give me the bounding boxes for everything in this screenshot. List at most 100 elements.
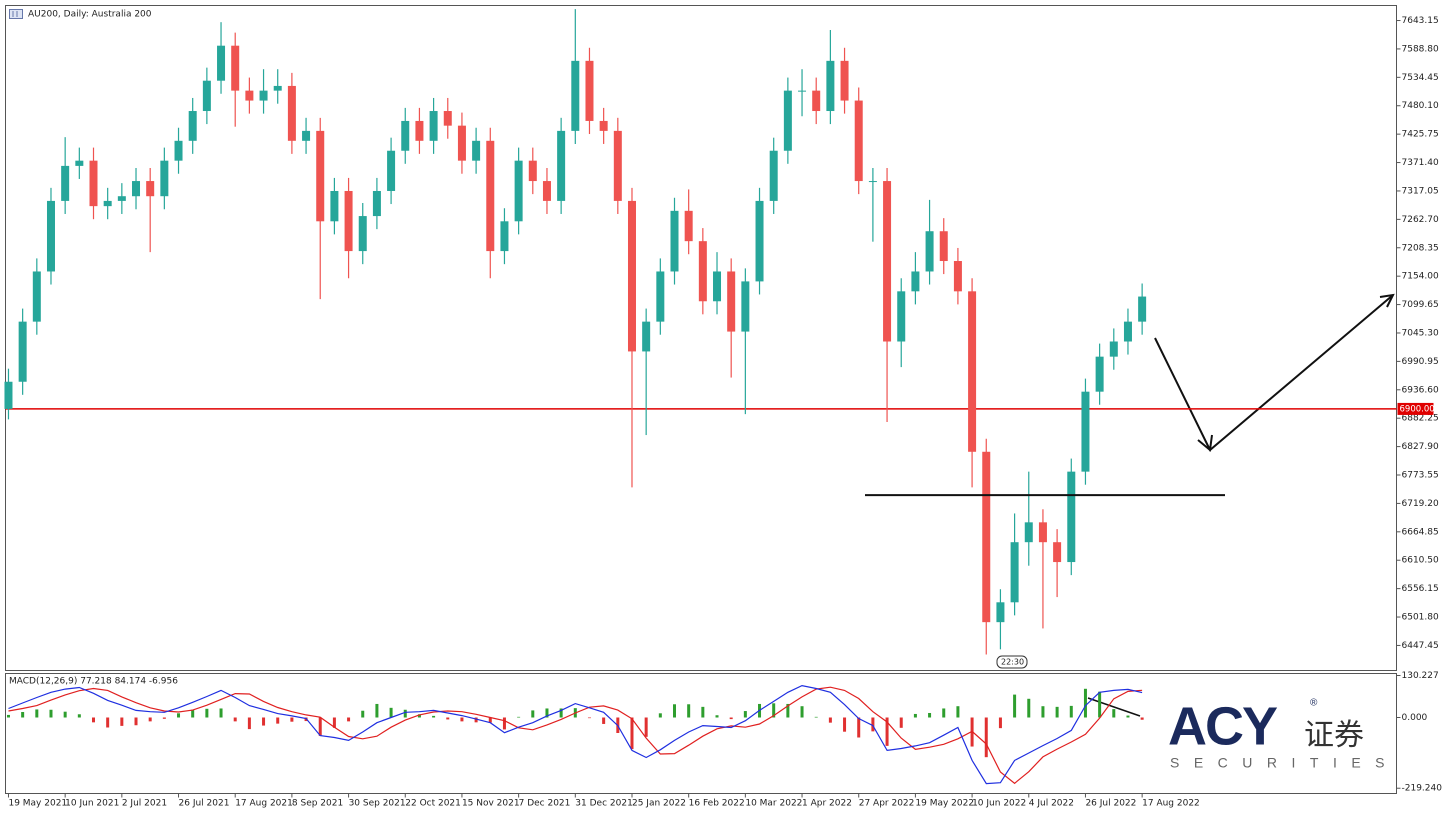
histogram-bar [49,709,53,718]
candle-body [316,130,325,222]
candle-body [1109,341,1118,357]
histogram-bar [743,711,747,718]
histogram-bar [843,717,847,732]
y-tick-label: 6936.60 [1402,385,1439,395]
histogram-bar [162,717,166,719]
y-tick-label: 7045.30 [1402,328,1439,338]
candle-body [542,181,551,201]
y-tick-label: 7425.75 [1402,130,1439,140]
y-tick-label: 6827.90 [1402,442,1439,452]
candle-body [826,60,835,112]
histogram-bar [828,717,832,723]
histogram-bar [545,708,549,718]
candle-body [599,120,608,131]
histogram-bar [460,717,464,722]
logo-cn: 证券 [1304,719,1364,752]
x-tick-label: 1 Apr 2022 [802,799,852,809]
candle-body [443,111,452,126]
histogram-bar [191,709,195,718]
candle-body [982,451,991,623]
histogram-bar [1083,688,1087,718]
candle-body [684,210,693,242]
candle-body [401,120,410,151]
candle-body [953,261,962,292]
candle-body [755,200,764,282]
candle-body [245,90,254,101]
candle-body [415,120,424,141]
candle-body [627,200,636,352]
candle-body [117,196,126,201]
x-tick-label: 25 Jan 2022 [632,799,686,809]
histogram-bar [928,712,932,718]
candle-body [344,190,353,252]
histogram-bar [658,713,662,718]
candle-body [883,181,892,342]
x-tick-label: 27 Apr 2022 [859,799,915,809]
y-tick-label: 6447.45 [1402,641,1439,651]
histogram-bar [602,717,606,724]
histogram-bar [517,716,521,718]
level-label: 6900.00 [1400,404,1435,414]
y-tick-label: 7208.35 [1402,243,1439,253]
y-tick-label: 130.227 [1402,671,1439,681]
x-tick-label: 19 May 2021 [8,799,67,809]
histogram-bar [687,704,691,718]
histogram-bar [814,716,818,718]
candle-body [75,160,84,166]
y-tick-label: 7588.80 [1402,44,1439,54]
candle-body [741,281,750,332]
histogram-bar [290,717,294,722]
histogram-bar [984,717,988,758]
x-tick-label: 10 Mar 2022 [745,799,802,809]
candle-body [302,130,311,141]
histogram-bar [120,717,124,726]
histogram-bar [559,708,563,718]
x-tick-label: 26 Jul 2022 [1085,799,1136,809]
y-tick-label: 6719.20 [1402,499,1439,509]
x-tick-label: 15 Nov 2021 [462,799,520,809]
candle-body [868,181,877,183]
histogram-bar [148,717,152,722]
candle-body [670,210,679,272]
candle-body [486,140,495,252]
histogram-bar [772,703,776,718]
candle-body [613,130,622,201]
histogram-bar [432,715,436,718]
histogram-bar [417,714,421,718]
x-tick-label: 7 Dec 2021 [519,799,571,809]
histogram-bar [1041,706,1045,718]
histogram-bar [332,717,336,728]
y-tick-label: 6664.85 [1402,527,1439,537]
x-tick-label: 31 Dec 2021 [575,799,633,809]
candle-body [528,160,537,182]
divergence-line [1087,697,1141,717]
histogram-bar [502,717,506,730]
histogram-bar [913,713,917,718]
histogram-bar [1126,715,1130,718]
histogram-bar [403,709,407,718]
symbol-icon [9,9,23,19]
histogram-bar [644,717,648,737]
candle-body [372,190,381,217]
candle-body [713,271,722,302]
candle-body [798,90,807,92]
histogram-bar [899,717,903,728]
candles [4,9,1147,655]
candle-body [698,241,707,302]
candle-body [585,60,594,121]
histogram-bar [318,717,322,736]
candle-body [89,160,98,207]
histogram-bar [1055,706,1059,718]
candle-body [1010,542,1019,603]
histogram-bar [871,717,875,732]
y-tick-label: 7480.10 [1402,101,1439,111]
histogram-bar [347,717,351,722]
histogram-bar [1098,691,1102,718]
histogram-bar [1013,694,1017,718]
candle-body [61,165,70,201]
candle-body [968,291,977,452]
y-tick-label: 7154.00 [1402,272,1439,282]
candle-body [330,190,339,222]
candle-body [557,130,566,201]
